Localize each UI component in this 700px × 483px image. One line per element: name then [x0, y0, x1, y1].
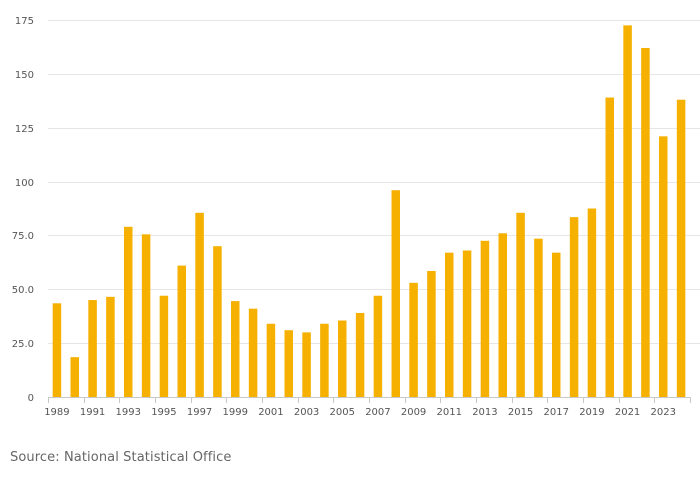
x-tick-label: 2013: [472, 407, 497, 418]
x-axis-labels: 1989 1991 1993 1995 1997 1999 2001 2003 2005 2007…: [44, 407, 676, 418]
x-tick-label: 2021: [615, 407, 640, 418]
bar-2002: [284, 330, 293, 397]
bar-2010: [427, 270, 436, 397]
x-axis: [48, 397, 691, 403]
y-tick-label: 25.0: [12, 339, 34, 350]
bar-1998: [213, 246, 222, 397]
x-tick-label: 1991: [80, 407, 105, 418]
x-tick-label: 2023: [651, 407, 676, 418]
y-tick-label: 0: [28, 393, 34, 404]
bar-2023: [659, 136, 668, 397]
y-tick-label: 100: [15, 178, 34, 189]
x-tick-label: 1997: [187, 407, 212, 418]
bar-2009: [409, 282, 418, 397]
x-tick-label: 2019: [579, 407, 604, 418]
y-tick-label: 75.0: [12, 231, 34, 242]
bar-2022: [641, 48, 650, 397]
x-tick-label: 2007: [365, 407, 390, 418]
y-axis-labels: 0 25.0 50.0 75.0 100 125 150 175: [12, 16, 34, 404]
bar-2008: [391, 190, 400, 397]
bar-1991: [88, 300, 97, 397]
bar-2013: [480, 240, 490, 397]
y-tick-label: 175: [15, 16, 34, 27]
bar-2003: [302, 332, 311, 397]
bar-1993: [124, 226, 133, 397]
bar-2021: [623, 25, 632, 397]
bar-2018: [569, 217, 579, 397]
bar-2020: [605, 97, 614, 398]
x-tick-label: 1995: [151, 407, 176, 418]
bars: [52, 25, 686, 398]
x-tick-label: 2015: [508, 407, 533, 418]
bar-2000: [248, 308, 258, 397]
x-tick-label: 2001: [258, 407, 283, 418]
bar-2024: [676, 99, 686, 398]
bar-2011: [445, 252, 454, 397]
bar-1994: [141, 234, 151, 397]
bar-2019: [587, 208, 597, 397]
x-tick-label: 2011: [437, 407, 462, 418]
source-note: Source: National Statistical Office: [10, 450, 232, 465]
bar-chart: 0 25.0 50.0 75.0 100 125 150 175 1989 1991 1993 19…: [12, 16, 700, 418]
bar-2017: [552, 252, 561, 397]
gridlines: [48, 20, 700, 344]
x-tick-label: 2005: [330, 407, 355, 418]
bar-1990: [70, 357, 79, 397]
bar-1999: [231, 301, 240, 397]
bar-2015: [516, 212, 525, 397]
bar-2014: [498, 233, 507, 397]
bar-2004: [320, 323, 329, 397]
bar-2001: [266, 323, 276, 397]
y-tick-label: 150: [15, 70, 34, 81]
bar-2006: [355, 312, 365, 397]
bar-2016: [534, 238, 543, 397]
x-tick-label: 1989: [44, 407, 69, 418]
bar-1997: [195, 212, 204, 397]
y-tick-label: 125: [15, 124, 34, 135]
x-tick-label: 2017: [544, 407, 569, 418]
bar-2012: [462, 250, 472, 397]
x-tick-label: 1993: [116, 407, 141, 418]
bar-1996: [177, 265, 186, 397]
x-tick-label: 2003: [294, 407, 319, 418]
y-tick-label: 50.0: [12, 285, 34, 296]
x-tick-label: 2009: [401, 407, 426, 418]
bar-2005: [338, 320, 347, 397]
x-tick-label: 1999: [223, 407, 248, 418]
bar-1995: [159, 295, 169, 397]
bar-1989: [52, 303, 62, 397]
bar-2007: [373, 295, 383, 397]
bar-1992: [106, 296, 115, 397]
